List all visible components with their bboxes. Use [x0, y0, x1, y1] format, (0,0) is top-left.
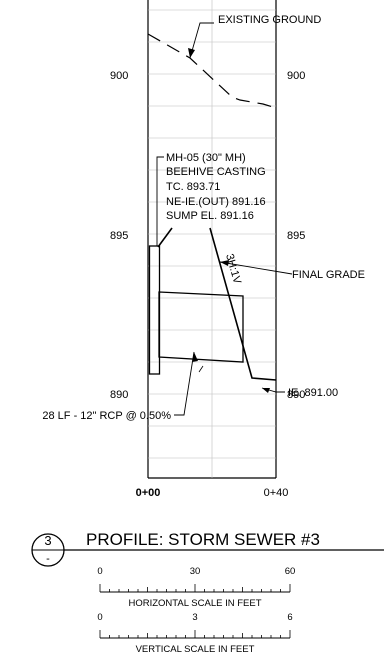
pipe-arrowhead	[192, 352, 198, 362]
pipe-label: 28 LF - 12" RCP @ 0.50%	[42, 410, 171, 422]
horizontal-scale-label: HORIZONTAL SCALE IN FEET	[128, 598, 261, 609]
manhole-label-line-4: NE-IE.(OUT) 891.16	[166, 196, 266, 208]
pipe-leader	[174, 351, 195, 416]
detail-number: 3	[44, 533, 51, 548]
elevation-label-890-right: 890	[287, 389, 305, 401]
manhole-leader	[156, 156, 164, 246]
profile-title: PROFILE: STORM SEWER #3	[86, 530, 320, 549]
horizontal-scale-tick-60: 60	[285, 566, 296, 577]
station-label-start: 0+00	[136, 487, 161, 499]
grid-lines	[148, 0, 276, 478]
existing-ground-line	[147, 33, 277, 109]
elevation-label-895-left: 895	[110, 230, 128, 242]
detail-sheet: -	[46, 553, 50, 565]
elevation-label-900-right: 900	[287, 70, 305, 82]
elevation-label-900-left: 900	[110, 70, 128, 82]
existing-ground-arrowhead	[188, 48, 195, 58]
manhole-label-line-3: TC. 893.71	[166, 181, 220, 193]
vertical-scale-bar: 0 3 6 VERTICAL SCALE IN FEET	[97, 612, 292, 655]
vertical-scale-label: VERTICAL SCALE IN FEET	[136, 644, 255, 655]
final-grade-arrowhead	[220, 260, 229, 266]
vertical-scale-tick-6: 6	[287, 612, 292, 623]
manhole-label-line-2: BEEHIVE CASTING	[166, 166, 266, 178]
elevation-label-895-right: 895	[287, 230, 305, 242]
final-grade-line	[157, 227, 173, 248]
station-label-end: 0+40	[264, 487, 289, 499]
horizontal-scale-bar: 0 30 60 HORIZONTAL SCALE IN FEET	[97, 566, 295, 609]
pipe-centerline-tick	[198, 365, 204, 373]
horizontal-scale-tick-30: 30	[190, 566, 201, 577]
final-grade-leader	[219, 261, 293, 275]
outlet-invert-label: IE. 891.00	[288, 387, 338, 399]
slope-label: 3H:1V	[223, 253, 243, 286]
vertical-scale-tick-0: 0	[97, 612, 102, 623]
manhole-structure	[148, 245, 161, 375]
vertical-scale-tick-3: 3	[192, 612, 197, 623]
outlet-invert-arrowhead	[262, 388, 270, 393]
final-grade-label: FINAL GRADE	[292, 269, 365, 281]
final-grade-slope-line	[209, 227, 277, 381]
elevation-label-890-left: 890	[110, 389, 128, 401]
manhole-label-line-5: SUMP EL. 891.16	[166, 210, 254, 222]
manhole-label-line-1: MH-05 (30" MH)	[166, 152, 246, 164]
horizontal-scale-tick-0: 0	[97, 566, 102, 577]
pipe-profile	[158, 291, 244, 363]
existing-ground-label: EXISTING GROUND	[218, 14, 321, 26]
detail-callout: 3 -	[31, 533, 65, 567]
existing-ground-leader	[189, 22, 214, 59]
